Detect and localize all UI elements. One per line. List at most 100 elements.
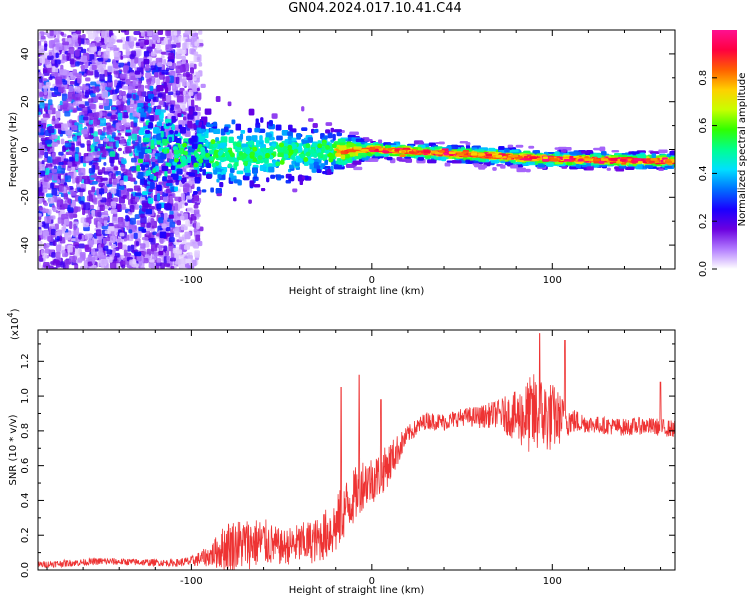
heatmap-cell [92, 65, 97, 70]
heatmap-cell [492, 167, 496, 171]
heatmap-cell [126, 94, 132, 98]
heatmap-cell [130, 54, 135, 59]
heatmap-cell [39, 76, 43, 83]
heatmap-cell [123, 112, 128, 118]
heatmap-cell [95, 210, 101, 217]
heatmap-cell [333, 134, 336, 141]
heatmap-cell [148, 188, 153, 192]
heatmap-cell [70, 81, 75, 85]
heatmap-cell [182, 179, 185, 183]
heatmap-cell [120, 74, 126, 79]
heatmap-cell [98, 169, 103, 174]
heatmap-cell [68, 86, 73, 92]
heatmap-cell [134, 58, 138, 64]
heatmap-cell [83, 202, 90, 210]
heatmap-cell [39, 45, 45, 53]
heatmap-cell [43, 114, 49, 118]
heatmap-cell [99, 74, 104, 82]
heatmap-cell [150, 218, 154, 225]
heatmap-cell [120, 140, 125, 144]
heatmap-cell [194, 204, 199, 208]
heatmap-cell [60, 69, 67, 75]
heatmap-cell [144, 51, 149, 57]
heatmap-cell [90, 93, 95, 97]
heatmap-cell [81, 56, 87, 63]
heatmap-cell [111, 188, 117, 194]
heatmap-cell [110, 236, 115, 243]
heatmap-cell [96, 81, 100, 85]
heatmap-cell [52, 173, 58, 180]
heatmap-cell [138, 85, 144, 92]
heatmap-cell [89, 135, 94, 140]
heatmap-cell [122, 91, 126, 96]
heatmap-cell [48, 99, 52, 105]
heatmap-cell [192, 260, 196, 267]
heatmap-cell [125, 215, 129, 221]
heatmap-cell [85, 234, 92, 240]
heatmap-cell [91, 249, 95, 256]
heatmap-cell [124, 238, 127, 242]
heatmap-cell [50, 183, 54, 189]
heatmap-cell [168, 92, 174, 95]
heatmap-cell [64, 182, 67, 185]
heatmap-cell [183, 117, 186, 121]
heatmap-cell [44, 152, 48, 158]
heatmap-cell [176, 66, 183, 74]
heatmap-cell [199, 62, 203, 67]
heatmap-cell [174, 197, 181, 202]
heatmap-cell [183, 90, 186, 95]
heatmap-cell [131, 158, 137, 163]
heatmap-cell [61, 250, 65, 253]
heatmap-cell [57, 166, 61, 174]
heatmap-cell [219, 182, 223, 187]
heatmap-cell [185, 259, 190, 263]
heatmap-cell [40, 36, 45, 39]
heatmap-cell [74, 264, 78, 272]
heatmap-cell [163, 197, 169, 203]
heatmap-cell [176, 90, 180, 95]
heatmap-cell [189, 48, 194, 54]
heatmap-cell [56, 53, 59, 58]
heatmap-cell [106, 249, 112, 254]
heatmap-cell [151, 51, 156, 56]
heatmap-cell [119, 186, 125, 190]
heatmap-cell [112, 217, 118, 224]
heatmap-cell [133, 94, 136, 99]
heatmap-cell [109, 39, 116, 44]
heatmap-cell [141, 77, 144, 81]
heatmap-cell [99, 118, 106, 126]
heatmap-cell [90, 48, 96, 51]
heatmap-cell [64, 219, 69, 225]
heatmap-cell [89, 241, 93, 248]
heatmap-cell [216, 193, 221, 196]
heatmap-cell [194, 250, 200, 257]
figure-title: GN04.2024.017.10.41.C44 [0, 1, 750, 16]
heatmap-cell [132, 90, 137, 93]
heatmap-cell [61, 204, 67, 209]
heatmap-cell [181, 193, 185, 201]
heatmap-cell [67, 207, 73, 211]
heatmap-cell [194, 41, 199, 46]
heatmap-cell [148, 107, 151, 112]
heatmap-cell [84, 210, 91, 214]
heatmap-cell [65, 232, 71, 240]
heatmap-cell [325, 129, 330, 133]
heatmap-cell [168, 53, 174, 60]
heatmap-cell [72, 136, 77, 141]
heatmap-cell [164, 213, 168, 221]
heatmap-cell [121, 29, 126, 33]
heatmap-cell [55, 118, 59, 123]
heatmap-cell [73, 101, 78, 106]
heatmap-cell [44, 44, 47, 51]
heatmap-cell [144, 40, 149, 45]
heatmap-cell [92, 210, 96, 217]
heatmap-cell [98, 51, 102, 56]
heatmap-cell [184, 203, 188, 206]
heatmap-cell [79, 243, 85, 248]
heatmap-cell [326, 122, 333, 126]
heatmap-cell [154, 72, 159, 77]
heatmap-cell [103, 138, 109, 142]
heatmap-cell [130, 41, 134, 49]
heatmap-cell [163, 59, 166, 65]
heatmap-cell [80, 143, 84, 147]
